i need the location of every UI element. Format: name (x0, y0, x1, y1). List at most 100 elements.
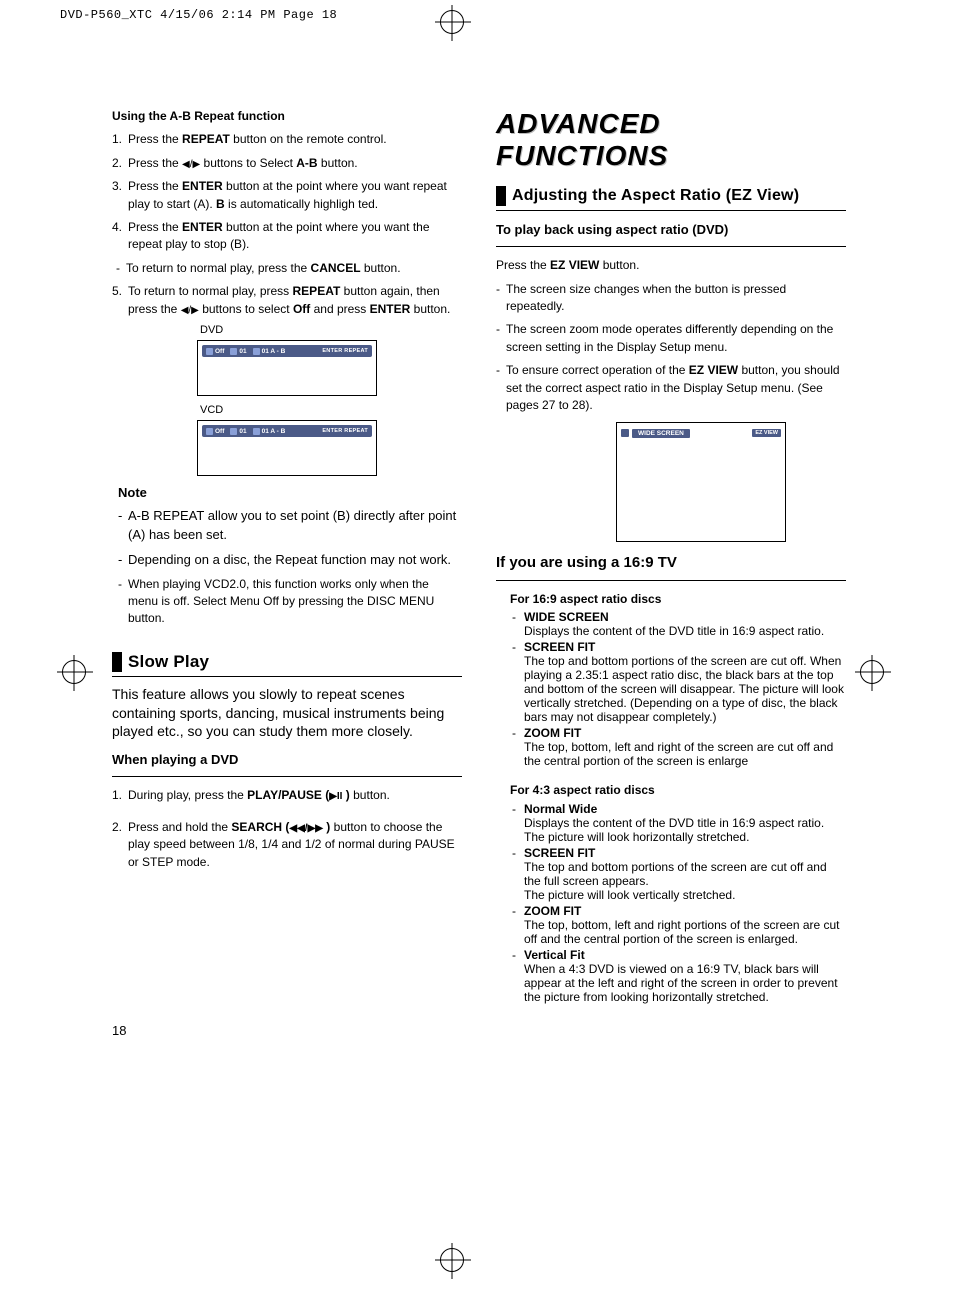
ab-step: 2. Press the ◀/▶ buttons to Select A-B bu… (112, 155, 462, 173)
mode-item: SCREEN FITThe top and bottom portions of… (510, 640, 846, 724)
ab-step: 5. To return to normal play, press REPEAT… (112, 283, 462, 318)
advanced-functions-title: ADVANCED FUNCTIONS (496, 108, 846, 172)
aspect-dash: To ensure correct operation of the EZ VI… (496, 362, 846, 414)
mode-desc: When a 4:3 DVD is viewed on a 16:9 TV, b… (524, 962, 838, 1004)
mode-item: Vertical FitWhen a 4:3 DVD is viewed on … (510, 948, 846, 1004)
group-43-title: For 4:3 aspect ratio discs (510, 782, 846, 799)
mode-item: ZOOM FITThe top, bottom, left and right … (510, 904, 846, 946)
step-num: 1. (112, 787, 122, 804)
crop-mark-bottom (440, 1248, 464, 1272)
slow-steps: 1. During play, press the PLAY/PAUSE (▶II… (112, 787, 462, 871)
mode-name: Vertical Fit (524, 948, 585, 962)
subtitle-rule (496, 246, 846, 247)
title-line2: FUNCTIONS (496, 140, 668, 171)
slow-step: 1. During play, press the PLAY/PAUSE (▶II… (112, 787, 462, 805)
mode-item: Normal WideDisplays the content of the D… (510, 802, 846, 844)
osd-seg: 01 (230, 428, 246, 435)
step-num: 4. (112, 219, 122, 236)
mode-desc: The top and bottom portions of the scree… (524, 860, 827, 902)
mode-name: Normal Wide (524, 802, 597, 816)
osd-dvd-label: DVD (200, 324, 462, 336)
crop-mark-top (440, 10, 464, 34)
print-header: DVD-P560_XTC 4/15/06 2:14 PM Page 18 (60, 8, 337, 22)
step-text: To return to normal play, press REPEAT b… (128, 284, 450, 315)
ez-view-label: EZ VIEW (752, 429, 781, 437)
tv-169-title: If you are using a 16:9 TV (496, 552, 846, 574)
step-num: 5. (112, 283, 122, 300)
mode-desc: The top, bottom, left and right portions… (524, 918, 840, 946)
osd-seg: 01 A - B (253, 348, 286, 355)
slow-step: 2. Press and hold the SEARCH (◀◀/▶▶ ) but… (112, 819, 462, 871)
mode-name: SCREEN FIT (524, 640, 595, 654)
subtitle-rule (112, 776, 462, 777)
mode-desc: The top, bottom, left and right of the s… (524, 740, 833, 768)
note-item: Depending on a disc, the Repeat function… (118, 551, 462, 570)
mode-desc: The top and bottom portions of the scree… (524, 654, 844, 724)
ez-view-box: WIDE SCREEN EZ VIEW (616, 422, 786, 542)
disc-icon (253, 428, 260, 435)
title-line1: ADVANCED (496, 108, 661, 139)
right-column: ADVANCED FUNCTIONS Adjusting the Aspect … (496, 108, 846, 1006)
left-column: Using the A-B Repeat function 1. Press th… (112, 108, 462, 1006)
osd-seg: 01 (230, 348, 246, 355)
slow-play-title: Slow Play (112, 652, 462, 672)
step-text: Press and hold the SEARCH (◀◀/▶▶ ) butto… (128, 820, 455, 869)
repeat-icon (206, 348, 213, 355)
ez-bar: WIDE SCREEN EZ VIEW (621, 427, 781, 439)
ez-mode-label: WIDE SCREEN (632, 429, 690, 438)
step-num: 3. (112, 178, 122, 195)
crop-mark-right (860, 660, 884, 684)
step-num: 2. (112, 155, 122, 172)
mode-item: SCREEN FITThe top and bottom portions of… (510, 846, 846, 902)
chapter-icon (230, 348, 237, 355)
slow-subtitle: When playing a DVD (112, 751, 462, 770)
osd-seg: Off (206, 428, 224, 435)
osd-seg: Off (206, 348, 224, 355)
mode-name: ZOOM FIT (524, 726, 581, 740)
osd-dvd-box: Off 01 01 A - B ENTER REPEAT (197, 340, 377, 396)
step-num: 2. (112, 819, 122, 836)
osd-bar: Off 01 01 A - B ENTER REPEAT (202, 425, 372, 437)
osd-bar: Off 01 01 A - B ENTER REPEAT (202, 345, 372, 357)
modes-169: For 16:9 aspect ratio discs WIDE SCREEND… (496, 591, 846, 1004)
note-item: A-B REPEAT allow you to set point (B) di… (118, 507, 462, 545)
step-num: 1. (112, 131, 122, 148)
section-rule (496, 210, 846, 211)
mode-desc: Displays the content of the DVD title in… (524, 816, 824, 844)
ez-icon (621, 429, 629, 437)
ab-step: 3. Press the ENTER button at the point wh… (112, 178, 462, 213)
step-text: Press the REPEAT button on the remote co… (128, 132, 387, 146)
note-box: Note A-B REPEAT allow you to set point (… (112, 484, 462, 628)
ab-repeat-title: Using the A-B Repeat function (112, 108, 462, 125)
ab-dash-cancel: To return to normal play, press the CANC… (116, 260, 462, 277)
group-169-title: For 16:9 aspect ratio discs (510, 591, 846, 608)
note-item: When playing VCD2.0, this function works… (118, 576, 462, 628)
mode-desc: Displays the content of the DVD title in… (524, 624, 824, 638)
step-text: Press the ENTER button at the point wher… (128, 179, 447, 210)
osd-vcd-box: Off 01 01 A - B ENTER REPEAT (197, 420, 377, 476)
mode-name: ZOOM FIT (524, 904, 581, 918)
ab-steps: 1. Press the REPEAT button on the remote … (112, 131, 462, 253)
aspect-press: Press the EZ VIEW button. (496, 257, 846, 274)
title-icon (253, 348, 260, 355)
mode-name: SCREEN FIT (524, 846, 595, 860)
step-text: Press the ENTER button at the point wher… (128, 220, 430, 251)
section-rule (112, 676, 462, 677)
aspect-ratio-title: Adjusting the Aspect Ratio (EZ View) (496, 186, 846, 206)
aspect-dash: The screen zoom mode operates differentl… (496, 321, 846, 356)
mode-name: WIDE SCREEN (524, 610, 609, 624)
note-heading: Note (118, 484, 462, 503)
slow-intro: This feature allows you slowly to repeat… (112, 685, 462, 742)
osd-end: ENTER REPEAT (322, 428, 368, 434)
step-text: Press the ◀/▶ buttons to Select A-B butt… (128, 156, 358, 170)
osd-vcd-label: VCD (200, 404, 462, 416)
page-content: Using the A-B Repeat function 1. Press th… (112, 108, 846, 1006)
aspect-dash: The screen size changes when the button … (496, 281, 846, 316)
osd-seg: 01 A - B (253, 428, 286, 435)
ab-step: 1. Press the REPEAT button on the remote … (112, 131, 462, 148)
ab-step5: 5. To return to normal play, press REPEAT… (112, 283, 462, 318)
osd-end: ENTER REPEAT (322, 348, 368, 354)
step-text: During play, press the PLAY/PAUSE (▶II )… (128, 788, 390, 802)
ab-step: 4. Press the ENTER button at the point wh… (112, 219, 462, 254)
crop-mark-left (62, 660, 86, 684)
